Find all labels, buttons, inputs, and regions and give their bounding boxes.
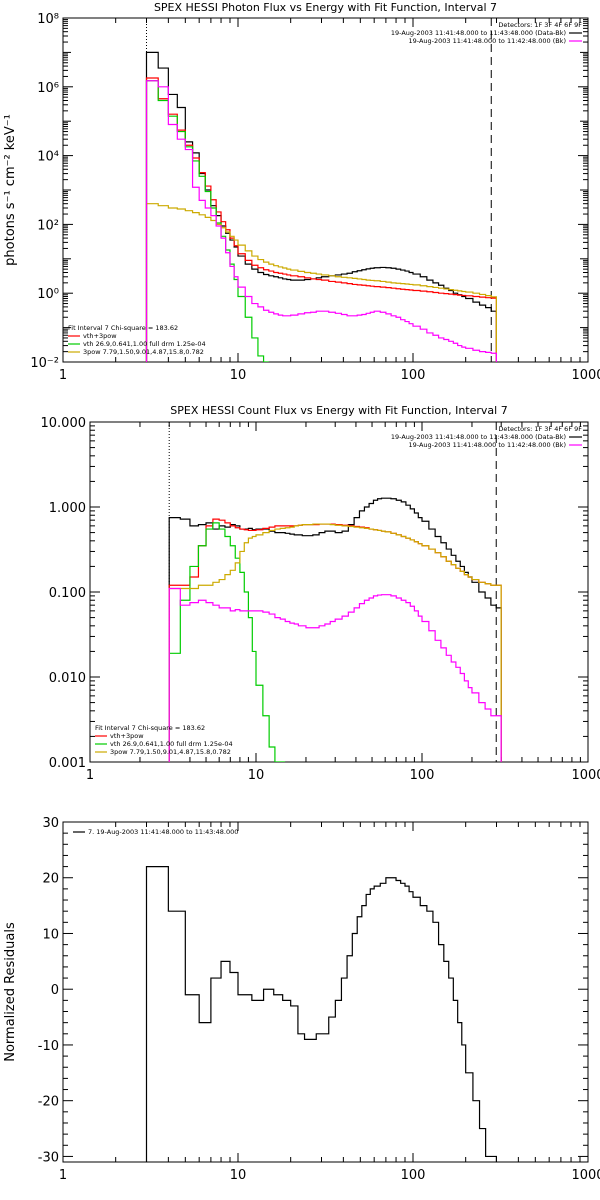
- series-line: [168, 587, 502, 762]
- fit-legend-entry: vth+3pow: [83, 332, 117, 340]
- series-line: [145, 77, 497, 362]
- plot-frame: [62, 17, 589, 363]
- plot-frame: [62, 821, 589, 1163]
- legend-entry: 19-Aug-2003 11:41:48.000 to 11:43:48.000…: [391, 29, 566, 37]
- legend-entry: 7. 19-Aug-2003 11:41:48.000 to 11:43:48.…: [88, 828, 238, 836]
- legend-entry: 19-Aug-2003 11:41:48.000 to 11:42:48.000…: [409, 37, 566, 45]
- y-axis-label: Normalized Residuals: [3, 922, 18, 1062]
- y-tick-label: 10⁴: [37, 150, 59, 165]
- series-group: [168, 497, 502, 762]
- y-tick-label: 10⁶: [37, 81, 59, 96]
- y-tick-label: 30: [42, 816, 59, 831]
- series-line: [145, 865, 497, 1162]
- fit-legend-entry: vth+3pow: [110, 732, 144, 740]
- count-panel-title: SPEX HESSI Count Flux vs Energy with Fit…: [170, 404, 507, 417]
- y-tick-label: -10: [38, 1039, 59, 1054]
- y-tick-label: 0.100: [49, 586, 86, 601]
- y-tick-label: 0.001: [49, 756, 86, 771]
- fit-legend-header: Fit Interval 7 Chi-square = 183.62: [68, 324, 178, 332]
- series-group: [145, 865, 497, 1162]
- photon-flux-panel: SPEX HESSI Photon Flux vs Energy with Fi…: [3, 1, 600, 383]
- series-line: [168, 497, 502, 762]
- x-tick-label: 10: [230, 1168, 247, 1183]
- y-axis-label: photons s⁻¹ cm⁻² keV⁻¹: [3, 114, 18, 266]
- y-tick-label: 10²: [37, 218, 59, 233]
- fit-legend-entry: 3pow 7.79,1.50,9.01,4.87,15.8,0.782: [83, 348, 204, 356]
- x-tick-label: 100: [410, 768, 435, 783]
- count-flux-panel: SPEX HESSI Count Flux vs Energy with Fit…: [41, 404, 600, 783]
- y-tick-label: 1.000: [49, 501, 86, 516]
- y-tick-label: 0.010: [49, 671, 86, 686]
- fit-legend-header: Fit Interval 7 Chi-square = 183.62: [95, 724, 205, 732]
- y-tick-label: 10⁰: [37, 287, 59, 302]
- y-tick-label: 10⁸: [37, 12, 59, 27]
- fit-legend-entry: 3pow 7.79,1.50,9.01,4.87,15.8,0.782: [110, 748, 231, 756]
- photon-panel-title: SPEX HESSI Photon Flux vs Energy with Fi…: [154, 1, 497, 14]
- plot-frame: [89, 421, 589, 763]
- series-line: [145, 51, 497, 362]
- x-tick-label: 1: [59, 368, 67, 383]
- series-line: [168, 522, 286, 762]
- legend-header: Detectors: 1F 3F 4F 6F 9F: [498, 21, 582, 29]
- fit-legend-entry: vth 26.9,0.641,1.00 full drm 1.25e-04: [83, 340, 206, 348]
- x-tick-label: 1: [86, 768, 94, 783]
- y-tick-label: 10.000: [41, 416, 87, 431]
- legend-entry: 19-Aug-2003 11:41:48.000 to 11:43:48.000…: [391, 433, 566, 441]
- y-tick-label: 20: [42, 872, 59, 887]
- series-line: [168, 523, 502, 762]
- x-tick-label: 10: [248, 768, 265, 783]
- x-tick-label: 10: [230, 368, 247, 383]
- series-line: [145, 80, 269, 362]
- y-tick-label: 10: [42, 927, 59, 942]
- legend-entry: 19-Aug-2003 11:41:48.000 to 11:42:48.000…: [409, 441, 566, 449]
- x-tick-label: 100: [401, 1168, 426, 1183]
- series-line: [145, 80, 497, 362]
- y-tick-label: -30: [38, 1150, 59, 1165]
- y-tick-label: -20: [38, 1095, 59, 1110]
- x-tick-label: 100: [401, 368, 426, 383]
- legend-header: Detectors: 1F 3F 4F 6F 9F: [498, 425, 582, 433]
- series-group: [145, 51, 497, 362]
- y-tick-label: 0: [51, 983, 59, 998]
- y-tick-label: 10⁻²: [30, 356, 59, 371]
- x-tick-label: 1: [59, 1168, 67, 1183]
- fit-legend-entry: vth 26.9,0.641,1.00 full drm 1.25e-04: [110, 740, 233, 748]
